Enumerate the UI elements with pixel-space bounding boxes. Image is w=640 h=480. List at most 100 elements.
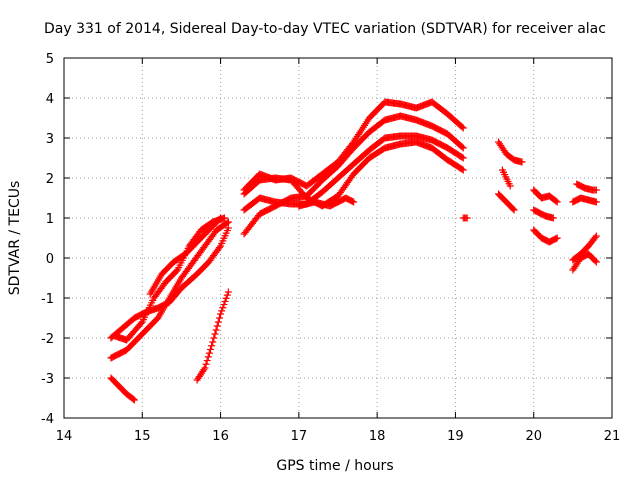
data-point bbox=[137, 319, 145, 327]
data-point bbox=[224, 288, 232, 296]
data-point bbox=[200, 366, 208, 374]
data-point bbox=[459, 144, 467, 152]
data-point bbox=[222, 294, 230, 302]
data-point bbox=[217, 310, 225, 318]
x-axis-ticks: 14 15 16 17 18 19 20 21 bbox=[56, 58, 621, 444]
data-point bbox=[509, 205, 517, 213]
data-point bbox=[553, 234, 561, 242]
data-point bbox=[592, 198, 600, 206]
y-tick-label: 2 bbox=[46, 172, 54, 187]
y-tick-label: -3 bbox=[41, 372, 54, 387]
data-point bbox=[210, 334, 218, 342]
data-point bbox=[592, 258, 600, 266]
series-track-e bbox=[107, 374, 138, 404]
data-point bbox=[459, 124, 467, 132]
data-point bbox=[350, 198, 358, 206]
x-tick-label: 20 bbox=[525, 429, 542, 444]
data-point bbox=[459, 154, 467, 162]
data-point bbox=[224, 218, 232, 226]
data-point bbox=[549, 214, 557, 222]
series-track-l bbox=[459, 214, 471, 222]
data-point bbox=[201, 364, 209, 372]
y-axis-label: SDTVAR / TECUs bbox=[7, 181, 23, 296]
series-track-m bbox=[494, 138, 526, 166]
y-tick-label: -2 bbox=[41, 332, 54, 347]
x-tick-label: 18 bbox=[369, 429, 386, 444]
series-track-p bbox=[530, 186, 561, 206]
y-tick-label: -4 bbox=[41, 412, 54, 427]
data-point bbox=[205, 349, 213, 357]
series-track-i bbox=[240, 112, 467, 238]
x-tick-label: 21 bbox=[604, 429, 621, 444]
data-point bbox=[172, 267, 180, 275]
data-point bbox=[458, 165, 466, 173]
data-point bbox=[220, 301, 228, 309]
data-point bbox=[209, 338, 217, 346]
series-track-a bbox=[107, 224, 232, 342]
series-track-v bbox=[569, 250, 600, 274]
data-point bbox=[220, 214, 228, 222]
data-point bbox=[215, 314, 223, 322]
data-point bbox=[591, 257, 599, 265]
data-point bbox=[592, 186, 600, 194]
series-track-t bbox=[573, 180, 600, 194]
data-point bbox=[552, 197, 560, 205]
data-point bbox=[221, 297, 229, 305]
y-tick-label: 4 bbox=[46, 92, 54, 107]
data-point bbox=[224, 224, 232, 232]
data-point bbox=[130, 396, 138, 404]
x-tick-label: 16 bbox=[212, 429, 229, 444]
x-tick-label: 14 bbox=[56, 429, 73, 444]
data-point bbox=[207, 345, 215, 353]
series-track-j bbox=[240, 98, 467, 194]
x-tick-label: 15 bbox=[134, 429, 151, 444]
data-point bbox=[214, 318, 222, 326]
data-point bbox=[218, 307, 226, 315]
data-point bbox=[223, 291, 231, 299]
data-point bbox=[211, 330, 219, 338]
x-tick-label: 19 bbox=[447, 429, 464, 444]
series-track-n bbox=[494, 190, 518, 214]
data-point bbox=[591, 233, 599, 241]
data-point bbox=[510, 206, 518, 214]
data-points bbox=[107, 98, 600, 404]
data-point bbox=[208, 342, 216, 350]
series-track-b bbox=[107, 218, 232, 362]
series-track-q bbox=[530, 206, 557, 222]
data-point bbox=[459, 166, 467, 174]
data-point bbox=[458, 143, 466, 151]
y-tick-label: 5 bbox=[46, 52, 54, 67]
series-track-f bbox=[193, 288, 232, 384]
series-track-k bbox=[295, 194, 358, 210]
grid-lines bbox=[64, 58, 612, 418]
y-tick-label: -1 bbox=[41, 292, 54, 307]
data-point bbox=[458, 153, 466, 161]
series-track-r bbox=[530, 226, 561, 246]
data-point bbox=[204, 353, 212, 361]
data-point bbox=[215, 244, 223, 252]
y-tick-label: 3 bbox=[46, 132, 54, 147]
data-point bbox=[219, 304, 227, 312]
series-track-s bbox=[569, 194, 600, 206]
series-track-u bbox=[569, 232, 600, 264]
data-point bbox=[203, 357, 211, 365]
series-track-o bbox=[498, 166, 514, 190]
data-point bbox=[592, 232, 600, 240]
plot-frame bbox=[63, 57, 613, 419]
data-point bbox=[213, 322, 221, 330]
data-point bbox=[212, 326, 220, 334]
y-axis-ticks: -4 -3 -2 -1 0 1 2 3 4 5 bbox=[41, 52, 612, 427]
y-tick-label: 1 bbox=[46, 212, 54, 227]
data-point bbox=[202, 360, 210, 368]
data-point bbox=[129, 395, 137, 403]
x-axis-label: GPS time / hours bbox=[276, 458, 393, 474]
series-track-d bbox=[111, 214, 228, 344]
x-tick-label: 17 bbox=[291, 429, 308, 444]
data-point bbox=[518, 158, 526, 166]
data-point bbox=[463, 214, 471, 222]
data-point bbox=[553, 198, 561, 206]
data-point bbox=[458, 123, 466, 131]
y-tick-label: 0 bbox=[46, 252, 54, 267]
data-point bbox=[506, 182, 514, 190]
